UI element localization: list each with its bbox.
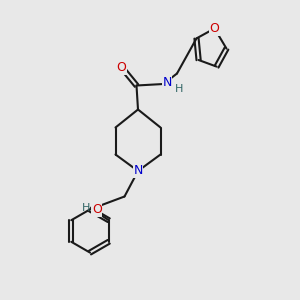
Text: O: O <box>117 61 126 74</box>
Text: O: O <box>92 203 102 216</box>
Text: N: N <box>133 164 143 178</box>
Text: H: H <box>175 83 183 94</box>
Text: N: N <box>162 76 172 89</box>
Text: H: H <box>81 203 90 213</box>
Text: O: O <box>210 22 219 35</box>
